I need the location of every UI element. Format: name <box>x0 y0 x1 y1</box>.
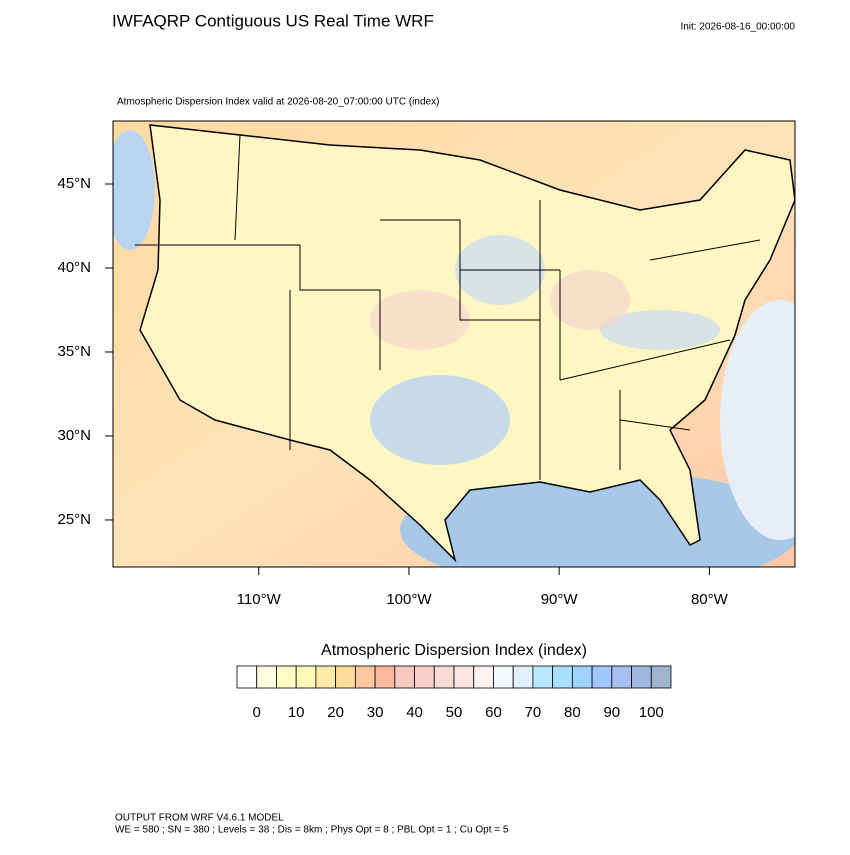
colorbar-box <box>532 665 554 689</box>
mid-index-region <box>370 290 470 350</box>
us-landmass <box>139 124 795 563</box>
colorbar-title: Atmospheric Dispersion Index (index) <box>321 642 587 659</box>
colorbar-tick-label: 20 <box>327 704 344 721</box>
high-index-region <box>370 375 510 465</box>
colorbar-box <box>591 665 613 689</box>
colorbar-box <box>315 665 337 689</box>
lat-tick-label: 45°N <box>57 175 91 192</box>
map-subtitle: Atmospheric Dispersion Index valid at 20… <box>117 97 439 108</box>
colorbar-box <box>414 665 435 689</box>
colorbar-box <box>374 665 396 689</box>
colorbar-tick-label: 30 <box>367 704 384 721</box>
state-borders <box>135 134 761 480</box>
title: IWFAQRP Contiguous US Real Time WRF <box>112 11 434 30</box>
colorbar-box <box>295 665 317 689</box>
colorbar-box <box>394 665 415 689</box>
footer-line: WE = 580 ; SN = 380 ; Levels = 38 ; Dis … <box>115 825 509 836</box>
map-area <box>113 121 795 567</box>
colorbar-tick-label: 60 <box>485 704 502 721</box>
colorbar-box <box>631 665 652 689</box>
footer-line: OUTPUT FROM WRF V4.6.1 MODEL <box>115 813 284 824</box>
lat-tick-label: 35°N <box>57 343 91 360</box>
lon-tick-label: 100°W <box>386 591 432 608</box>
colorbar-box <box>512 665 534 689</box>
colorbar-box <box>276 665 297 689</box>
gulf-water <box>400 470 795 567</box>
colorbar-box <box>552 665 573 689</box>
colorbar-tick-label: 80 <box>564 704 581 721</box>
colorbar-box <box>433 665 455 689</box>
colorbar-box <box>453 665 475 689</box>
colorbar-box <box>571 665 593 689</box>
init-time: Init: 2026-08-16_00:00:00 <box>680 22 795 33</box>
lat-tick-label: 30°N <box>57 427 91 444</box>
map-frame <box>112 120 796 568</box>
colorbar-box <box>236 665 258 689</box>
high-index-region <box>600 310 720 350</box>
colorbar-tick-label: 90 <box>603 704 620 721</box>
colorbar-box <box>473 665 494 689</box>
colorbar-box <box>611 665 632 689</box>
colorbar-tick-label: 0 <box>253 704 261 721</box>
colorbar-box <box>354 665 376 689</box>
mid-index-region <box>550 270 630 330</box>
colorbar-tick-label: 70 <box>525 704 542 721</box>
colorbar-tick-label: 10 <box>288 704 305 721</box>
lat-tick-label: 25°N <box>57 511 91 528</box>
colorbar-box <box>650 665 672 689</box>
colorbar-box <box>335 665 356 689</box>
colorbar-tick-label: 40 <box>406 704 423 721</box>
pacific-water <box>113 130 155 250</box>
atlantic-water <box>720 300 795 540</box>
colorbar-box <box>493 665 514 689</box>
colorbar-tick-label: 50 <box>446 704 463 721</box>
colorbar-box <box>256 665 277 689</box>
colorbar-tick-label: 100 <box>639 704 664 721</box>
lon-tick-label: 80°W <box>691 591 729 608</box>
lat-tick-label: 40°N <box>57 259 91 276</box>
lon-tick-label: 110°W <box>237 591 282 608</box>
lon-tick-label: 90°W <box>541 591 579 608</box>
